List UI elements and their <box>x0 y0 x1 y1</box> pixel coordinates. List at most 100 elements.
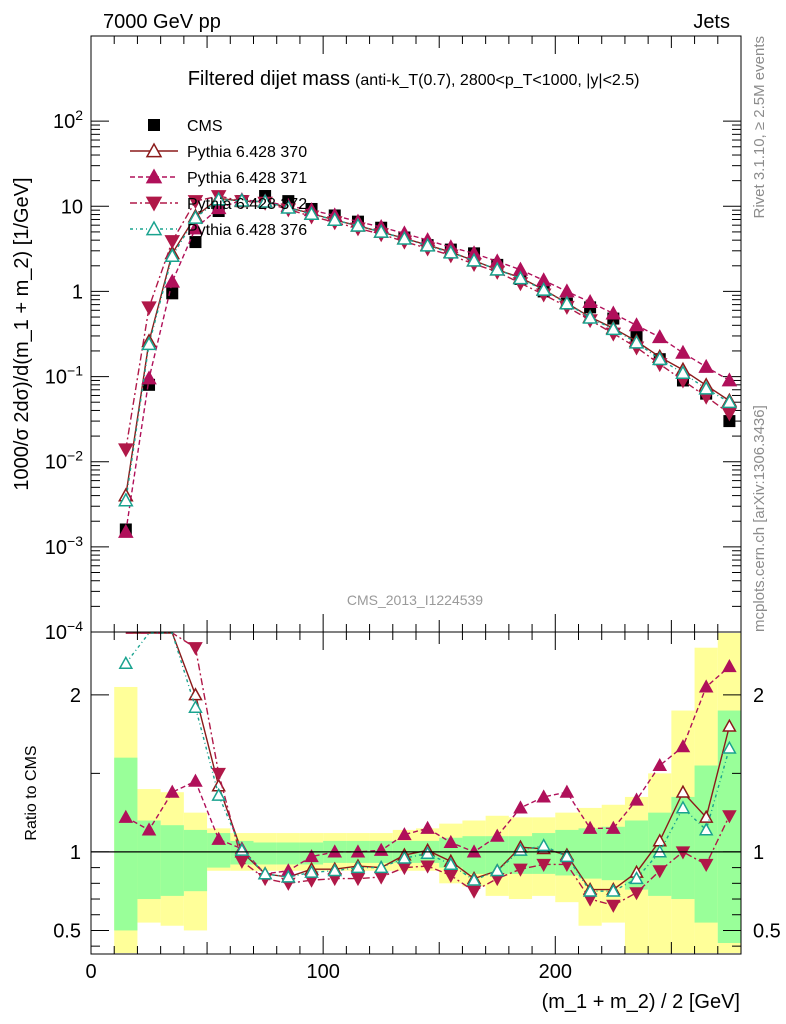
data-point-2 <box>698 358 714 373</box>
data-point-4 <box>187 209 204 224</box>
ratio-point-2 <box>513 800 528 814</box>
ratio-point-2 <box>582 820 598 834</box>
ratio-point-3 <box>350 873 366 887</box>
data-point-2 <box>559 283 575 298</box>
ratio-point-4 <box>629 871 644 885</box>
data-point-4 <box>373 223 389 238</box>
data-point-4 <box>419 237 436 252</box>
data-point-4 <box>628 334 645 349</box>
ratio-point-2 <box>675 739 691 753</box>
ratio-point-3 <box>466 885 482 899</box>
data-point-4 <box>210 191 227 206</box>
ratio-panel: 0.5 0.5 1 1 2 2 0 100 200 <box>53 631 781 983</box>
ratio-point-3 <box>188 642 203 656</box>
y-tick-label: 10−2 <box>45 448 83 474</box>
ratio-point-2 <box>420 820 435 834</box>
ratio-point-4 <box>489 863 505 877</box>
ratio-point-3 <box>513 863 528 877</box>
y-tick-label: 10−1 <box>45 363 83 389</box>
ratio-point-4 <box>698 822 714 836</box>
ratio-point-4 <box>188 699 203 713</box>
x-tick-label: 200 <box>539 961 572 983</box>
data-point-4 <box>257 193 273 208</box>
ratio-point-4 <box>675 800 691 814</box>
legend-marker-2 <box>145 168 163 184</box>
ratio-point-3 <box>234 855 250 869</box>
ratio-point-2 <box>722 659 737 673</box>
legend-label-3: Pythia 6.428 372 <box>187 196 307 213</box>
data-point-2 <box>675 344 691 359</box>
ratio-point-1 <box>722 718 737 732</box>
ratio-point-3 <box>722 810 737 824</box>
data-point-4 <box>535 281 552 296</box>
ratio-point-4 <box>559 849 575 863</box>
data-point-2 <box>141 370 157 385</box>
data-point-4 <box>303 206 320 221</box>
ratio-point-4 <box>722 740 737 754</box>
ratio-point-3 <box>606 899 621 913</box>
data-point-2 <box>582 294 598 309</box>
legend-marker-0 <box>148 119 160 131</box>
ratio-y-tick-label-right: 2 <box>753 685 764 707</box>
ratio-point-2 <box>443 834 459 849</box>
data-point-2 <box>164 273 181 288</box>
ratio-point-4 <box>606 883 621 897</box>
data-point-4 <box>396 230 413 245</box>
ratio-y-tick-label: 2 <box>70 685 81 707</box>
ratio-point-4 <box>443 856 459 871</box>
series-line-4 <box>125 198 730 501</box>
legend-marker-1 <box>145 142 163 158</box>
ratio-point-4 <box>466 872 482 886</box>
band-inner-bin <box>276 842 300 865</box>
chart-title-cuts: (anti-k_T(0.7), 2800<p_T<1000, |y|<2.5) <box>355 72 639 89</box>
band-inner-bin <box>253 842 277 865</box>
ratio-point-3 <box>420 860 435 874</box>
ratio-point-4 <box>327 863 343 877</box>
x-axis-label: (m_1 + m_2) / 2 [GeV] <box>542 991 740 1013</box>
band-inner-bin <box>160 825 184 896</box>
data-point-4 <box>234 192 250 207</box>
ratio-point-2 <box>629 792 644 806</box>
legend-label-0: CMS <box>187 118 223 135</box>
header-right: Jets <box>693 11 730 33</box>
band-inner-bin <box>207 833 231 868</box>
mcplots-label: mcplots.cern.ch [arXiv:1306.3436] <box>751 405 768 632</box>
ratio-point-4 <box>397 850 412 864</box>
data-point-4 <box>675 365 691 379</box>
data-point-4 <box>605 321 622 336</box>
ratio-point-3 <box>652 865 668 879</box>
ratio-point-1 <box>188 687 203 701</box>
ratio-y-axis-label: Ratio to CMS <box>23 745 40 840</box>
data-point-4 <box>721 394 738 409</box>
y-tick-label: 10−3 <box>45 533 83 559</box>
main-series <box>118 190 738 538</box>
data-point-2 <box>628 317 645 332</box>
data-point-4 <box>118 492 134 507</box>
data-point-0 <box>166 287 179 300</box>
ratio-axes: 0.5 0.5 1 1 2 2 0 100 200 <box>53 632 781 983</box>
band-inner-bin <box>183 829 208 892</box>
data-point-4 <box>698 380 714 395</box>
ratio-point-2 <box>141 822 157 836</box>
ratio-point-3 <box>373 871 389 885</box>
ratio-point-2 <box>397 827 412 841</box>
ratio-point-2 <box>118 809 134 823</box>
main-panel: 10−4 10−3 10−2 10−1 1 10 102 <box>45 35 742 644</box>
ratio-point-4 <box>536 838 551 852</box>
ratio-point-1 <box>698 809 714 823</box>
legend-label-1: Pythia 6.428 370 <box>187 144 307 161</box>
y-tick-label: 10 <box>61 196 83 218</box>
band-inner-bin <box>717 710 741 944</box>
ratio-y-tick-label-right: 0.5 <box>753 920 781 942</box>
band-inner-bin <box>624 820 649 890</box>
data-point-2 <box>721 372 738 387</box>
ratio-line-4 <box>125 632 731 892</box>
main-y-axis: 10−4 10−3 10−2 10−1 1 10 102 <box>45 36 742 644</box>
data-point-2 <box>118 523 134 538</box>
ratio-point-3 <box>443 869 459 884</box>
data-point-4 <box>141 336 157 351</box>
legend-marker-4 <box>145 220 163 236</box>
legend: CMS Pythia 6.428 370 Pythia 6.428 371 Pythi… <box>130 118 307 239</box>
ratio-point-2 <box>559 784 575 798</box>
data-point-2 <box>210 200 227 215</box>
